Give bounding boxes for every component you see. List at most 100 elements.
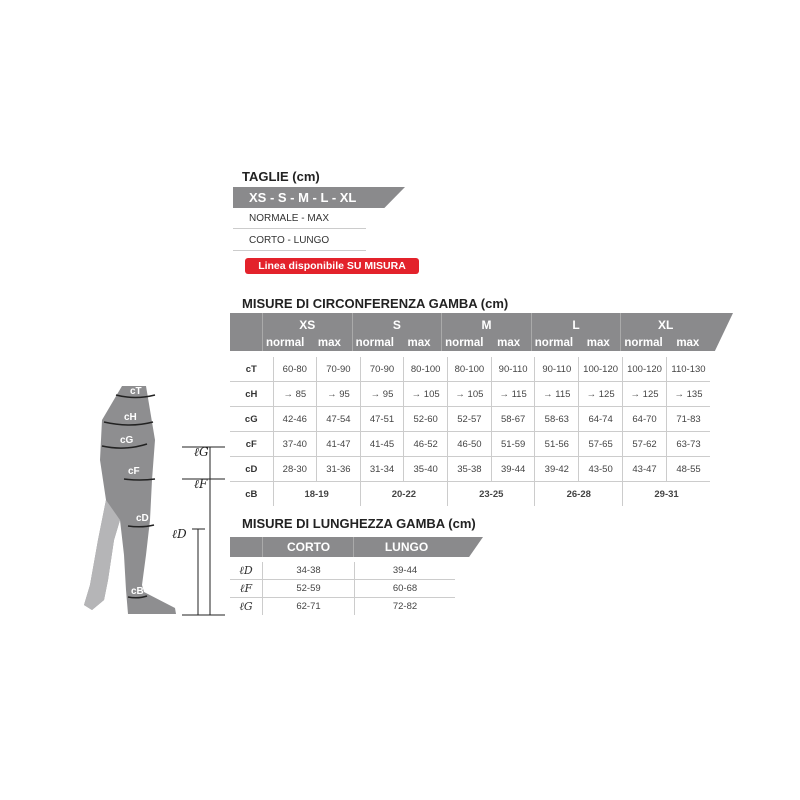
table-row: cH → 85 → 95 → 95 → 105 → 105 → 115 → 115 → 125 →…	[230, 381, 710, 407]
cell: 35-40	[403, 456, 448, 482]
label-cT: cT	[130, 386, 142, 397]
cell: 60-68	[354, 579, 455, 598]
len-table: ℓD 34-38 39-44 ℓF 52-59 60-68 ℓG 62-71 72-82	[230, 562, 455, 615]
sub-max: max	[676, 337, 700, 349]
table-row: cF 37-40 41-47 41-45 46-52 46-50 51-59 51-56 57-…	[230, 431, 710, 457]
sizes-corto-lungo: CORTO - LUNGO	[233, 235, 366, 251]
size-label: XL	[658, 318, 674, 332]
cell: 47-51	[359, 406, 404, 432]
row-label: ℓD	[230, 562, 263, 580]
sizes-title: TAGLIE (cm)	[242, 169, 320, 184]
cell: 39-44	[490, 456, 535, 482]
length-markers: ℓG ℓF ℓD	[172, 445, 225, 616]
cell: 52-57	[447, 406, 492, 432]
sizes-band: XS - S - M - L - XL	[233, 187, 405, 208]
label-lG: ℓG	[194, 445, 209, 459]
sub-max: max	[497, 337, 521, 349]
cell: 71-83	[666, 406, 710, 432]
cell: 90-110	[490, 357, 535, 382]
cell: → 125	[622, 381, 667, 407]
table-row: ℓG 62-71 72-82	[230, 597, 455, 615]
table-row: cG 42-46 47-54 47-51 52-60 52-57 58-67 58-63 64-…	[230, 406, 710, 432]
label-cH: cH	[124, 412, 137, 423]
table-row: cT 60-80 70-90 70-90 80-100 80-100 90-110 90-11…	[230, 357, 710, 382]
cell: 29-31	[622, 481, 710, 506]
cell: 57-62	[622, 431, 667, 457]
size-header-xl: XL normal max	[620, 313, 710, 351]
label-cD: cD	[136, 513, 149, 524]
table-row: ℓD 34-38 39-44	[230, 562, 455, 580]
circ-title: MISURE DI CIRCONFERENZA GAMBA (cm)	[242, 296, 509, 311]
row-label: cH	[230, 381, 274, 407]
cell: 42-46	[272, 406, 317, 432]
cell: 31-34	[359, 456, 404, 482]
sub-normal: normal	[265, 337, 305, 349]
leg-figure: cT cH cG cF cD cB	[84, 386, 176, 614]
cell: 39-42	[534, 456, 579, 482]
cell: 43-47	[622, 456, 667, 482]
cell: 70-90	[359, 357, 404, 382]
len-header-bg	[230, 537, 483, 557]
cell: 110-130	[666, 357, 710, 382]
size-label: XS	[299, 318, 316, 332]
size-label: M	[481, 318, 492, 332]
circ-table: cT 60-80 70-90 70-90 80-100 80-100 90-110 90-11…	[230, 357, 710, 506]
sub-normal: normal	[624, 337, 663, 349]
cell: 34-38	[262, 562, 355, 580]
cell: 20-22	[359, 481, 448, 506]
cell: 35-38	[447, 456, 492, 482]
row-label: cT	[230, 357, 274, 382]
sub-normal: normal	[534, 337, 574, 349]
cell: → 95	[359, 381, 404, 407]
cell: → 115	[534, 381, 579, 407]
cell: → 125	[578, 381, 623, 407]
cell: → 85	[272, 381, 317, 407]
row-label: ℓG	[239, 600, 253, 613]
cell: 58-67	[490, 406, 535, 432]
cell: 62-71	[262, 597, 355, 615]
label-cB: cB	[131, 586, 144, 597]
row-label: cG	[230, 406, 274, 432]
row-label: ℓF	[230, 579, 263, 598]
label-lD: ℓD	[172, 527, 187, 541]
table-row: cD 28-30 31-36 31-34 35-40 35-38 39-44 39-42 43-…	[230, 456, 710, 482]
cell: 18-19	[272, 481, 361, 506]
cell: 51-59	[490, 431, 535, 457]
sub-max: max	[586, 337, 610, 349]
cell: 80-100	[447, 357, 492, 382]
cell: 60-80	[272, 357, 317, 382]
cell: 80-100	[403, 357, 448, 382]
size-header-xs: XS normal max	[262, 313, 352, 351]
sub-normal: normal	[445, 337, 484, 349]
cell: 46-52	[403, 431, 448, 457]
cell: 57-65	[578, 431, 623, 457]
cell: 52-60	[403, 406, 448, 432]
cell: 31-36	[316, 456, 361, 482]
row-label: cB	[245, 488, 258, 500]
size-label: S	[392, 318, 401, 332]
row-label: cF	[230, 431, 274, 457]
len-col-lungo: LUNGO	[353, 537, 459, 557]
custom-size-badge: Linea disponibile SU MISURA	[245, 258, 419, 274]
sub-normal: normal	[355, 337, 394, 349]
cell: 63-73	[666, 431, 710, 457]
cell: 47-54	[316, 406, 361, 432]
table-row: ℓF 52-59 60-68	[230, 579, 455, 598]
cell: → 95	[316, 381, 361, 407]
cell: 23-25	[447, 481, 535, 506]
cell: 70-90	[316, 357, 361, 382]
cell: 39-44	[354, 562, 455, 580]
cell: 41-47	[316, 431, 361, 457]
cell: 64-70	[622, 406, 667, 432]
table-row: cB 18-19 20-22 23-25 26-28 29-31	[230, 481, 710, 506]
cell: 37-40	[272, 431, 317, 457]
cell: 52-59	[262, 579, 355, 598]
cell: 90-110	[534, 357, 579, 382]
cell: 51-56	[534, 431, 579, 457]
len-title: MISURE DI LUNGHEZZA GAMBA (cm)	[242, 516, 476, 531]
label-lF: ℓF	[194, 477, 208, 491]
cell: 41-45	[359, 431, 404, 457]
